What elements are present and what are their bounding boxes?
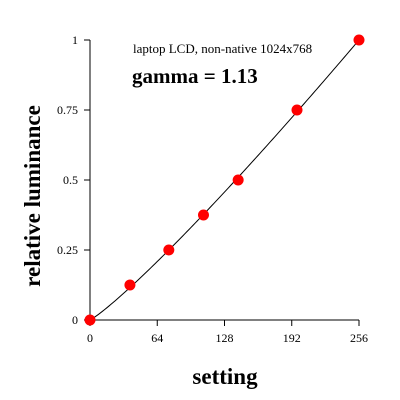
- y-tick-label: 1: [72, 33, 78, 47]
- data-point: [197, 209, 209, 221]
- x-tick-label: 192: [283, 331, 301, 345]
- x-tick-label: 0: [87, 331, 93, 345]
- x-axis-label: setting: [192, 364, 258, 389]
- data-point: [84, 314, 96, 326]
- x-tick-label: 64: [151, 331, 163, 345]
- y-axis-label: relative luminance: [20, 105, 45, 287]
- data-point: [124, 279, 136, 291]
- y-ticks: 0 0.25 0.5 0.75 1: [57, 33, 90, 327]
- data-point: [291, 104, 303, 116]
- chart-title: gamma = 1.13: [132, 64, 258, 88]
- y-tick-label: 0.75: [57, 103, 78, 117]
- data-point: [353, 34, 365, 46]
- x-tick-label: 128: [216, 331, 234, 345]
- x-tick-label: 256: [350, 331, 368, 345]
- data-point: [163, 244, 175, 256]
- x-ticks: 0 64 128 192 256: [87, 320, 368, 345]
- y-tick-label: 0.5: [63, 173, 78, 187]
- y-tick-label: 0.25: [57, 243, 78, 257]
- y-tick-label: 0: [72, 313, 78, 327]
- data-points: [84, 34, 365, 326]
- chart-annotation: laptop LCD, non-native 1024x768: [133, 41, 312, 56]
- data-point: [232, 174, 244, 186]
